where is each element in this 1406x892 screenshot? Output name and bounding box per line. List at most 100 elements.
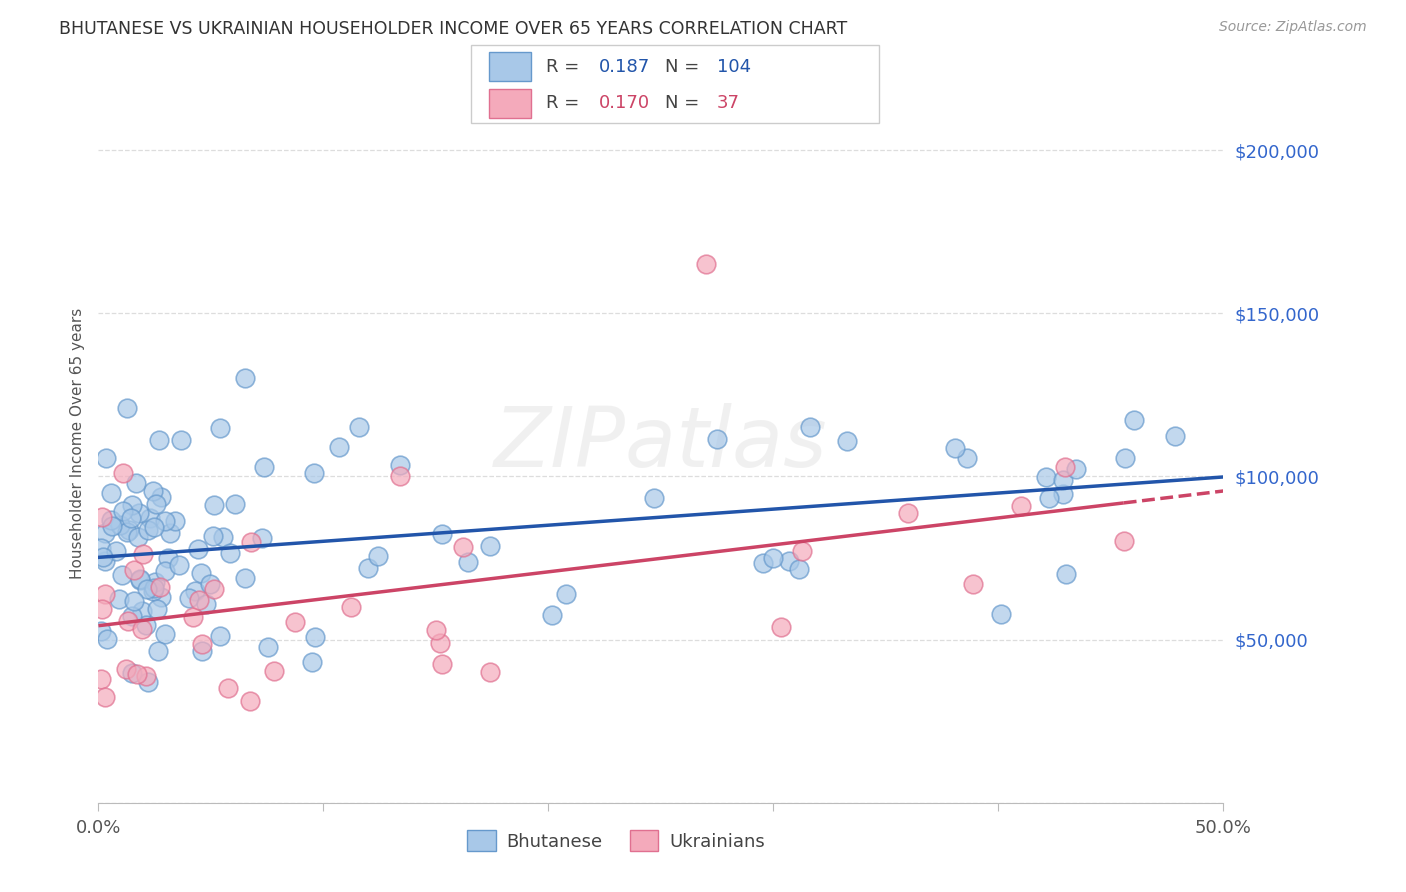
Point [112,466,135,480]
Point [117,525,139,540]
Point [1112,534,1135,549]
Point [122,594,145,608]
Point [302,467,325,481]
Point [1114,451,1136,466]
Point [93,587,115,601]
Point [90,541,112,555]
Point [111,504,134,518]
Point [1035,469,1057,483]
Point [94,690,117,704]
Point [479,665,502,679]
Point [430,657,453,672]
Point [389,458,412,472]
Point [430,527,453,541]
Point [90,672,112,686]
Point [956,451,979,466]
Point [124,563,146,577]
Point [163,514,186,528]
Point [1038,491,1060,505]
Point [357,561,380,575]
Point [145,497,167,511]
Point [224,498,246,512]
Point [148,433,170,447]
Point [100,486,122,500]
Point [837,434,859,449]
Point [1052,474,1074,488]
Point [91,510,114,524]
Point [250,531,273,545]
Point [451,541,474,555]
Point [94,554,117,568]
Y-axis label: Householder Income Over 65 years: Householder Income Over 65 years [69,308,84,580]
Point [153,514,176,528]
Point [1054,567,1077,582]
Point [155,564,177,578]
Point [1123,413,1146,427]
Text: ZIPatlas: ZIPatlas [494,403,828,484]
Point [138,523,160,537]
Point [457,556,479,570]
Point [167,558,190,572]
Point [194,597,217,611]
Point [787,561,810,575]
Point [96,632,118,646]
Point [111,568,134,582]
Point [142,484,165,499]
Point [202,499,225,513]
Point [191,637,214,651]
Point [131,604,153,618]
Point [108,591,131,606]
Point [429,636,451,650]
Text: R =: R = [546,58,585,76]
Point [219,546,242,560]
Point [209,421,232,435]
Point [792,544,814,558]
Point [751,556,773,570]
Point [990,607,1012,621]
Point [1052,487,1074,501]
Point [943,441,966,455]
Point [129,574,152,588]
Point [1064,462,1087,476]
Point [191,644,214,658]
Point [108,517,131,532]
Point [367,549,389,563]
Point [100,519,122,533]
Point [91,549,114,564]
Point [118,523,141,537]
Point [105,544,128,558]
Point [540,607,562,622]
Point [115,662,138,676]
Legend: Bhutanese, Ukrainians: Bhutanese, Ukrainians [460,823,772,858]
Point [146,602,169,616]
Point [706,432,728,446]
Point [301,655,323,669]
Point [94,450,117,465]
Point [239,693,262,707]
Point [778,554,800,568]
Point [695,257,717,271]
Text: 0.170: 0.170 [599,95,650,112]
Point [117,614,139,628]
Point [770,620,793,634]
Point [148,644,170,658]
Point [479,540,502,554]
Point [388,469,411,483]
Point [762,551,785,566]
Point [135,618,157,632]
Point [150,591,173,605]
Text: N =: N = [665,58,704,76]
Point [100,513,122,527]
Point [148,580,170,594]
Point [188,592,211,607]
Point [257,640,280,655]
Text: R =: R = [546,95,585,112]
Point [142,584,165,599]
Point [190,566,212,580]
Point [202,582,225,596]
Point [90,624,112,638]
Text: BHUTANESE VS UKRAINIAN HOUSEHOLDER INCOME OVER 65 YEARS CORRELATION CHART: BHUTANESE VS UKRAINIAN HOUSEHOLDER INCOM… [59,20,848,37]
Point [187,542,209,557]
Point [212,530,235,544]
Point [139,511,162,525]
